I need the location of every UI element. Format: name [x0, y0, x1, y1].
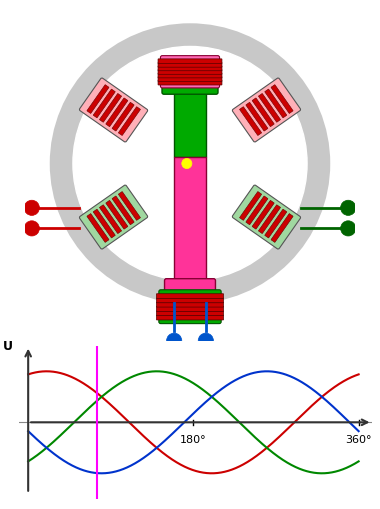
FancyBboxPatch shape — [158, 63, 222, 68]
Text: 360°: 360° — [345, 434, 372, 444]
FancyBboxPatch shape — [159, 290, 221, 324]
FancyBboxPatch shape — [239, 192, 261, 221]
FancyBboxPatch shape — [158, 77, 222, 82]
FancyBboxPatch shape — [252, 201, 274, 230]
FancyBboxPatch shape — [258, 94, 280, 123]
FancyBboxPatch shape — [162, 79, 218, 95]
FancyBboxPatch shape — [246, 103, 268, 132]
FancyBboxPatch shape — [157, 294, 223, 299]
FancyBboxPatch shape — [158, 70, 222, 75]
FancyBboxPatch shape — [157, 298, 223, 303]
FancyBboxPatch shape — [165, 279, 215, 294]
FancyBboxPatch shape — [174, 89, 206, 158]
FancyBboxPatch shape — [79, 186, 148, 249]
FancyBboxPatch shape — [271, 214, 293, 243]
FancyBboxPatch shape — [93, 90, 115, 119]
Circle shape — [24, 201, 40, 216]
FancyBboxPatch shape — [158, 74, 222, 79]
FancyBboxPatch shape — [158, 67, 222, 72]
FancyBboxPatch shape — [100, 206, 122, 234]
FancyBboxPatch shape — [79, 79, 148, 143]
FancyBboxPatch shape — [93, 210, 115, 238]
FancyBboxPatch shape — [158, 60, 222, 65]
FancyBboxPatch shape — [119, 107, 141, 136]
FancyBboxPatch shape — [157, 312, 223, 316]
Circle shape — [198, 333, 214, 349]
Circle shape — [182, 159, 192, 169]
FancyBboxPatch shape — [252, 99, 274, 127]
Circle shape — [166, 333, 182, 349]
FancyBboxPatch shape — [112, 196, 134, 225]
FancyBboxPatch shape — [232, 186, 301, 249]
FancyBboxPatch shape — [87, 86, 109, 114]
FancyBboxPatch shape — [160, 56, 220, 89]
FancyBboxPatch shape — [112, 103, 134, 132]
FancyBboxPatch shape — [106, 201, 128, 230]
FancyBboxPatch shape — [258, 206, 280, 234]
FancyBboxPatch shape — [265, 90, 287, 119]
Circle shape — [24, 221, 40, 237]
Circle shape — [51, 25, 329, 303]
FancyBboxPatch shape — [158, 81, 222, 86]
Text: U: U — [3, 340, 13, 353]
FancyBboxPatch shape — [157, 303, 223, 307]
FancyBboxPatch shape — [246, 196, 268, 225]
FancyBboxPatch shape — [271, 86, 293, 114]
FancyBboxPatch shape — [239, 107, 261, 136]
FancyBboxPatch shape — [174, 158, 206, 291]
FancyBboxPatch shape — [232, 79, 301, 143]
FancyBboxPatch shape — [265, 210, 287, 238]
FancyBboxPatch shape — [157, 316, 223, 320]
Circle shape — [73, 47, 307, 281]
FancyBboxPatch shape — [100, 94, 122, 123]
Circle shape — [340, 221, 356, 237]
Circle shape — [340, 201, 356, 216]
FancyBboxPatch shape — [157, 307, 223, 312]
FancyBboxPatch shape — [119, 192, 141, 221]
FancyBboxPatch shape — [87, 214, 109, 243]
FancyBboxPatch shape — [106, 99, 128, 127]
Text: 180°: 180° — [180, 434, 207, 444]
